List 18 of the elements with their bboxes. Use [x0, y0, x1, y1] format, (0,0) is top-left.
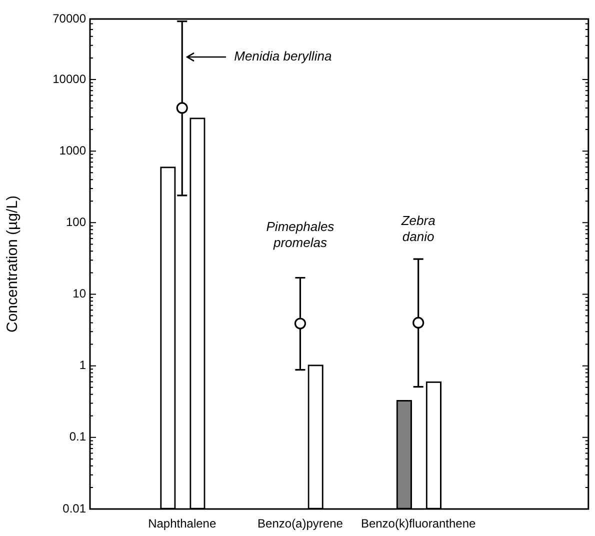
x-tick-label: Benzo(a)pyrene	[258, 516, 344, 531]
y-axis-title: Concentration (µg/L)	[4, 195, 22, 333]
y-tick-label: 10	[72, 286, 86, 301]
y-tick-label: 0.1	[69, 430, 86, 444]
y-tick-label: 1000	[59, 143, 86, 158]
x-tick-label: Naphthalene	[148, 516, 216, 531]
y-tick-label: 10000	[52, 72, 86, 86]
point	[294, 318, 306, 330]
annotation: Zebra danio	[400, 213, 436, 244]
annotation: Menidia beryllina	[234, 48, 332, 64]
y-tick-label: 1	[79, 358, 86, 372]
y-tick-label: 100	[66, 214, 86, 229]
y-tick-label: 70000	[52, 11, 86, 26]
y-tick-label: 0.01	[62, 501, 86, 516]
annotation: Pimephales promelas	[266, 219, 335, 250]
x-tick-label: Benzo(k)fluoranthene	[360, 516, 476, 531]
point	[176, 102, 188, 114]
point	[412, 316, 424, 329]
